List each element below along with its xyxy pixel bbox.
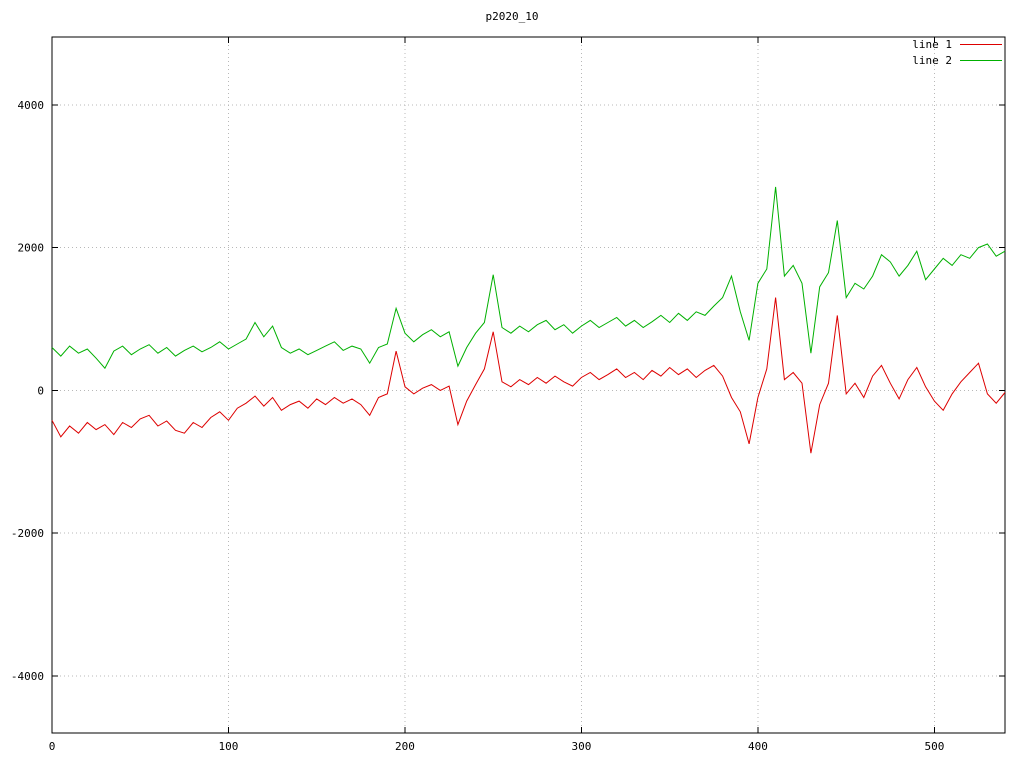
x-tick-label: 100 — [219, 740, 239, 753]
x-tick-label: 500 — [924, 740, 944, 753]
y-tick-label: -4000 — [11, 670, 44, 683]
x-tick-label: 200 — [395, 740, 415, 753]
legend-label-line2: line 2 — [912, 54, 952, 67]
chart-title: p2020_10 — [485, 10, 539, 23]
y-tick-label: 2000 — [18, 242, 45, 255]
x-tick-label: 300 — [572, 740, 592, 753]
legend-swatch-line1 — [960, 44, 1002, 45]
plot-border — [51, 36, 1006, 734]
x-tick-label: 400 — [748, 740, 768, 753]
y-tick-label: 4000 — [18, 99, 45, 112]
series-line-1 — [51, 297, 1006, 454]
series-line-2 — [51, 186, 1006, 370]
x-tick-label: 0 — [49, 740, 56, 753]
y-tick-label: 0 — [37, 384, 44, 397]
legend-item-line2: line 2 — [912, 54, 1002, 67]
y-tick-label: -2000 — [11, 527, 44, 540]
legend-label-line1: line 1 — [912, 38, 952, 51]
legend-item-line1: line 1 — [912, 38, 1002, 51]
legend: line 1 line 2 — [912, 38, 1002, 67]
legend-swatch-line2 — [960, 60, 1002, 61]
